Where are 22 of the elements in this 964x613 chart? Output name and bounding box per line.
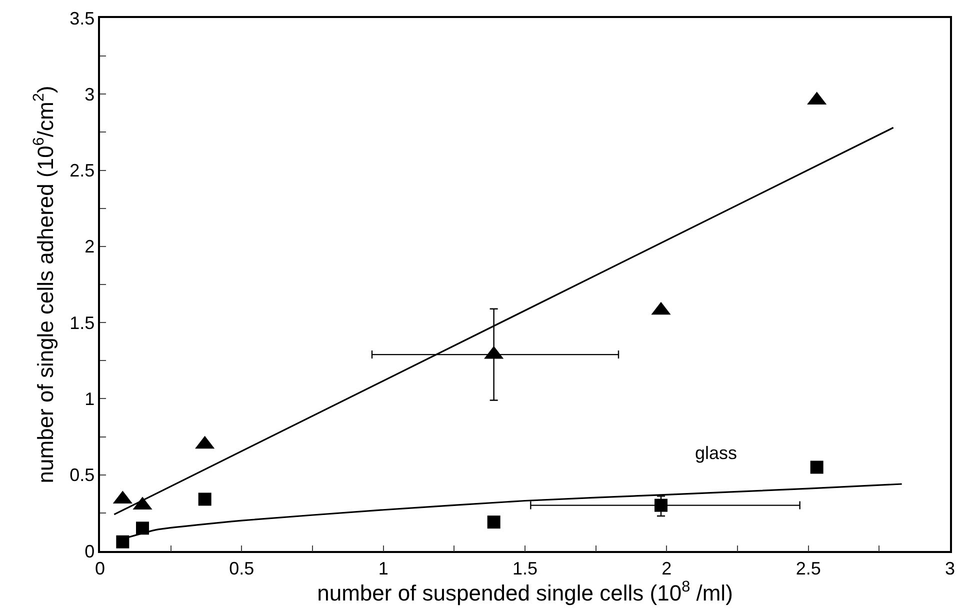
- x-tick-label: 0.5: [229, 558, 254, 578]
- x-axis-title: number of suspended single cells (10$^{8}$ /ml): [317, 578, 733, 606]
- y-tick-label: 3.5: [70, 8, 95, 28]
- text: glass: [695, 443, 738, 463]
- x-tick-label: 2: [662, 558, 672, 578]
- point: [810, 460, 824, 474]
- y-tick-label: 2: [84, 236, 95, 257]
- point: [136, 522, 149, 535]
- point: [654, 498, 668, 512]
- y-tick-label: 2.5: [70, 160, 95, 181]
- x-tick-label: 2.5: [796, 558, 821, 578]
- point: [487, 516, 500, 529]
- x-tick-label: 1.5: [512, 558, 538, 578]
- y-tick-label: 1: [84, 389, 95, 410]
- y-tick-label: 3: [84, 84, 95, 104]
- y-tick-label: 0: [84, 541, 95, 562]
- x-tick-label: 1: [378, 558, 388, 578]
- x-tick-label: 3: [944, 558, 956, 578]
- point: [198, 492, 212, 506]
- y-tick-label: 0.5: [70, 465, 95, 486]
- y-tick-label: 1.5: [70, 312, 95, 333]
- point: [116, 535, 130, 548]
